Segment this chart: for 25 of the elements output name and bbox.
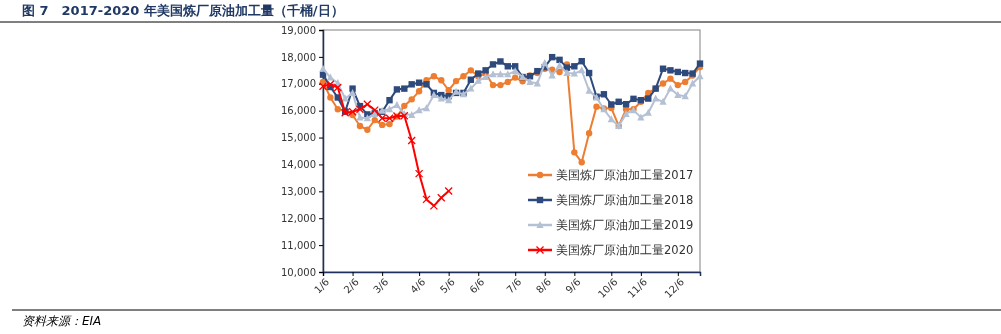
x-tick-label: 1/6 xyxy=(312,276,332,296)
x-tick-label: 9/6 xyxy=(563,276,583,296)
y-tick-label: 10,000 xyxy=(281,266,316,278)
x-tick-label: 4/6 xyxy=(408,276,428,296)
y-tick-label: 11,000 xyxy=(281,239,316,251)
y-tick-label: 13,000 xyxy=(281,186,316,198)
x-tick-label: 8/6 xyxy=(533,276,554,296)
legend-label: 美国炼厂原油加工量2017 xyxy=(556,168,694,182)
legend-label: 美国炼厂原油加工量2018 xyxy=(556,193,694,207)
y-tick-label: 16,000 xyxy=(281,105,316,117)
x-tick-label: 2/6 xyxy=(341,276,361,296)
y-tick-label: 19,000 xyxy=(281,24,316,36)
x-tick-label: 3/6 xyxy=(371,276,391,296)
y-tick-label: 14,000 xyxy=(281,159,316,171)
text: 图 7 2017-2020 年美国炼厂原油加工量（千桶/日） xyxy=(22,3,344,18)
legend-label: 美国炼厂原油加工量2019 xyxy=(556,218,694,232)
y-tick-label: 12,000 xyxy=(281,212,316,224)
x-tick-label: 7/6 xyxy=(504,276,524,296)
x-tick-label: 5/6 xyxy=(437,276,457,296)
x-tick-label: 6/6 xyxy=(467,276,487,296)
y-tick-label: 18,000 xyxy=(281,51,316,63)
y-tick-label: 15,000 xyxy=(281,132,316,144)
y-tick-label: 17,000 xyxy=(281,78,316,90)
text: 资料来源：EIA xyxy=(22,314,102,328)
legend-label: 美国炼厂原油加工量2020 xyxy=(556,243,694,257)
